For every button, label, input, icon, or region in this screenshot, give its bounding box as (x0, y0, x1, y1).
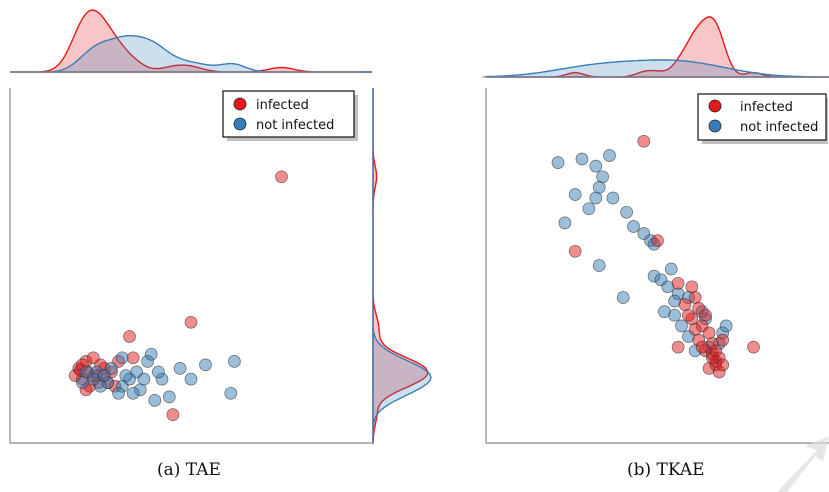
point-not-infected-10 (558, 216, 572, 230)
watermark-arrow-icon (777, 436, 829, 492)
point-not-infected-10 (224, 386, 238, 400)
point-infected-3 (166, 408, 180, 421)
point-infected-23 (747, 340, 760, 354)
point-infected-6 (678, 298, 692, 311)
point-not-infected-23 (97, 369, 111, 382)
point-not-infected-25 (137, 372, 151, 386)
point-not-infected-6 (568, 188, 582, 201)
point-not-infected-9 (606, 191, 620, 205)
point-infected-25 (688, 323, 702, 336)
point-infected-1 (568, 244, 582, 258)
point-not-infected-4 (596, 170, 609, 184)
point-not-infected-17 (115, 351, 129, 365)
legend-label-not-infected: not infected (740, 120, 818, 135)
point-not-infected-26 (675, 319, 688, 333)
legend-box (222, 90, 355, 138)
point-infected-0 (637, 134, 651, 148)
point-infected-4 (685, 280, 699, 294)
legend-label-not-infected: not infected (256, 118, 334, 133)
point-not-infected-27 (152, 365, 165, 379)
legend-label-infected: infected (740, 100, 793, 115)
point-not-infected-25 (668, 308, 681, 322)
point-not-infected-8 (173, 362, 187, 375)
point-infected-4 (126, 351, 140, 365)
point-infected-21 (695, 340, 709, 354)
point-not-infected-30 (719, 319, 733, 333)
point-not-infected-20 (184, 372, 198, 386)
point-not-infected-19 (162, 390, 176, 404)
point-not-infected-5 (592, 181, 606, 194)
point-infected-26 (682, 308, 695, 322)
point-infected-2 (184, 315, 198, 329)
point-not-infected-16 (592, 259, 606, 272)
point-not-infected-21 (86, 372, 100, 386)
scatter-points (551, 134, 760, 379)
legend: infected not infected (697, 93, 828, 144)
point-not-infected-26 (76, 376, 89, 389)
point-not-infected-7 (589, 191, 603, 205)
caption-a: (a) TAE (157, 460, 221, 480)
point-infected-2 (651, 234, 664, 247)
point-infected-8 (699, 308, 712, 322)
panel-a-tae: infected not infected (9, 9, 432, 444)
point-not-infected-2 (603, 149, 616, 162)
point-not-infected-24 (126, 386, 140, 400)
caption-b: (b) TKAE (627, 460, 705, 480)
point-not-infected-19 (664, 262, 678, 276)
point-not-infected-22 (119, 369, 133, 382)
point-not-infected-21 (616, 291, 630, 304)
kde-right-not-infected (372, 88, 432, 443)
point-infected-29 (716, 358, 730, 372)
point-not-infected-11 (620, 205, 633, 219)
point-infected-0 (275, 170, 288, 184)
legend-marker-infected (233, 97, 247, 111)
point-infected-1 (123, 330, 136, 343)
panel-b-tkae: infected not infected (482, 16, 829, 444)
point-infected-3 (671, 276, 685, 290)
point-not-infected-6 (148, 394, 162, 407)
point-infected-5 (688, 291, 702, 304)
kde-top-not-infected (485, 59, 829, 78)
point-not-infected-18 (144, 347, 158, 361)
top-marginal-kde (10, 9, 372, 73)
point-infected-22 (671, 340, 685, 354)
point-not-infected-3 (589, 159, 603, 173)
point-infected-16 (86, 351, 100, 365)
legend-label-infected: infected (256, 98, 309, 113)
right-marginal-kde (372, 88, 432, 444)
legend-marker-not-infected (233, 117, 247, 131)
point-not-infected-12 (627, 220, 640, 233)
point-not-infected-1 (575, 152, 589, 166)
top-marginal-kde (485, 16, 829, 78)
legend: infected not infected (222, 90, 358, 141)
point-infected-11 (702, 326, 716, 340)
point-not-infected-12 (112, 386, 125, 400)
legend-marker-infected (708, 99, 722, 113)
point-not-infected-11 (228, 355, 241, 368)
point-infected-24 (716, 333, 730, 347)
scatter-points (68, 170, 288, 421)
point-not-infected-9 (199, 358, 212, 372)
point-not-infected-8 (582, 202, 596, 216)
point-not-infected-0 (551, 156, 565, 169)
legend-marker-not-infected (708, 119, 722, 133)
